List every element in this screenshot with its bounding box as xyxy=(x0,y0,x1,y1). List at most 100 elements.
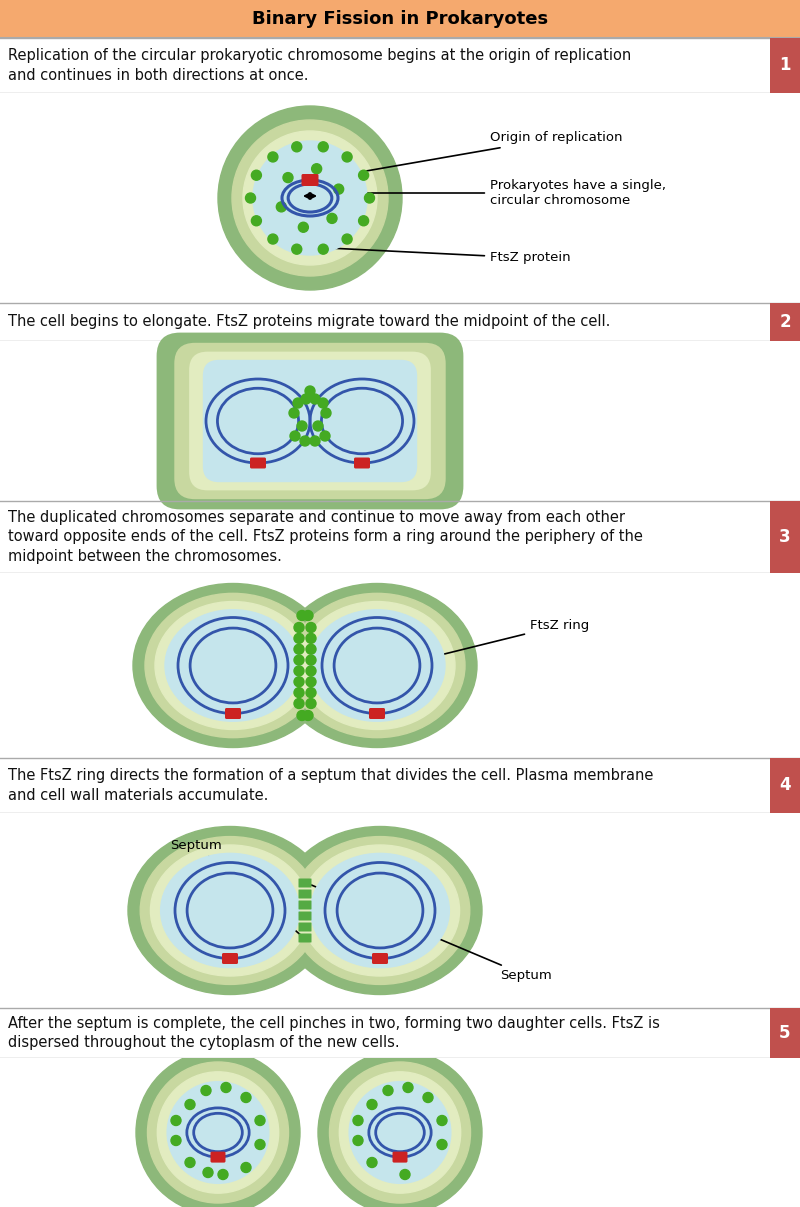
Circle shape xyxy=(294,666,304,676)
FancyBboxPatch shape xyxy=(250,457,266,468)
FancyBboxPatch shape xyxy=(203,360,418,483)
Circle shape xyxy=(294,677,304,687)
Circle shape xyxy=(292,244,302,255)
Circle shape xyxy=(306,623,316,632)
Ellipse shape xyxy=(150,845,310,976)
Ellipse shape xyxy=(290,836,470,985)
Ellipse shape xyxy=(310,853,450,968)
Text: 5: 5 xyxy=(779,1024,790,1042)
Circle shape xyxy=(241,1162,251,1172)
Circle shape xyxy=(255,1115,265,1125)
Circle shape xyxy=(203,1167,213,1178)
Circle shape xyxy=(310,436,320,447)
Circle shape xyxy=(283,173,293,182)
Circle shape xyxy=(241,1092,251,1102)
Circle shape xyxy=(171,1115,181,1125)
Ellipse shape xyxy=(165,610,301,722)
Circle shape xyxy=(330,1062,470,1203)
Circle shape xyxy=(306,699,316,709)
Circle shape xyxy=(147,1062,289,1203)
Text: 4: 4 xyxy=(779,776,791,794)
Ellipse shape xyxy=(218,106,402,290)
Circle shape xyxy=(298,222,308,232)
Circle shape xyxy=(294,645,304,654)
Text: 2: 2 xyxy=(779,313,791,331)
Text: FtsZ ring: FtsZ ring xyxy=(320,619,590,684)
Text: Prokaryotes have a single,
circular chromosome: Prokaryotes have a single, circular chro… xyxy=(334,179,666,206)
Ellipse shape xyxy=(128,827,332,995)
Ellipse shape xyxy=(232,119,388,276)
Ellipse shape xyxy=(301,845,459,976)
Bar xyxy=(770,501,800,573)
Circle shape xyxy=(305,386,315,396)
Text: After the septum is complete, the cell pinches in two, forming two daughter cell: After the septum is complete, the cell p… xyxy=(8,1015,660,1050)
Text: Binary Fission in Prokaryotes: Binary Fission in Prokaryotes xyxy=(252,10,548,28)
Circle shape xyxy=(349,1081,451,1183)
Circle shape xyxy=(221,1083,231,1092)
FancyBboxPatch shape xyxy=(157,333,463,509)
Ellipse shape xyxy=(161,853,299,968)
Circle shape xyxy=(339,1072,461,1194)
Circle shape xyxy=(185,1158,195,1167)
Text: The cell begins to elongate. FtsZ proteins migrate toward the midpoint of the ce: The cell begins to elongate. FtsZ protei… xyxy=(8,315,610,330)
Circle shape xyxy=(318,141,328,152)
Bar xyxy=(770,37,800,93)
Bar xyxy=(770,758,800,814)
Circle shape xyxy=(294,699,304,709)
Circle shape xyxy=(292,141,302,152)
Ellipse shape xyxy=(145,594,321,737)
FancyBboxPatch shape xyxy=(189,351,431,490)
FancyBboxPatch shape xyxy=(354,457,370,468)
FancyBboxPatch shape xyxy=(174,343,446,500)
Circle shape xyxy=(313,421,323,431)
Circle shape xyxy=(294,623,304,632)
Circle shape xyxy=(303,711,313,721)
Circle shape xyxy=(276,202,286,212)
Bar xyxy=(770,1008,800,1059)
Text: Origin of replication: Origin of replication xyxy=(322,132,622,179)
Text: 3: 3 xyxy=(779,527,791,546)
Circle shape xyxy=(246,193,255,203)
Circle shape xyxy=(171,1136,181,1145)
Circle shape xyxy=(289,408,299,418)
FancyBboxPatch shape xyxy=(369,709,385,719)
Ellipse shape xyxy=(133,583,333,747)
FancyBboxPatch shape xyxy=(298,911,311,921)
Ellipse shape xyxy=(140,836,320,985)
Text: 1: 1 xyxy=(779,57,790,75)
Circle shape xyxy=(312,164,322,174)
Circle shape xyxy=(303,611,313,620)
Ellipse shape xyxy=(277,583,477,747)
Circle shape xyxy=(251,216,262,226)
Circle shape xyxy=(321,408,331,418)
Circle shape xyxy=(318,244,328,255)
Circle shape xyxy=(297,611,307,620)
Circle shape xyxy=(185,1100,195,1109)
Ellipse shape xyxy=(278,827,482,995)
Text: Septum: Septum xyxy=(170,839,301,935)
Circle shape xyxy=(255,1139,265,1149)
FancyBboxPatch shape xyxy=(298,922,311,932)
Circle shape xyxy=(293,398,303,408)
Circle shape xyxy=(290,431,300,441)
FancyBboxPatch shape xyxy=(393,1151,407,1162)
Circle shape xyxy=(306,645,316,654)
Circle shape xyxy=(158,1072,278,1194)
Circle shape xyxy=(294,688,304,698)
Circle shape xyxy=(403,1083,413,1092)
Circle shape xyxy=(320,431,330,441)
Circle shape xyxy=(268,234,278,244)
Ellipse shape xyxy=(155,601,311,729)
Ellipse shape xyxy=(309,610,445,722)
Circle shape xyxy=(334,185,344,194)
Circle shape xyxy=(300,436,310,447)
FancyBboxPatch shape xyxy=(298,933,311,943)
Text: The duplicated chromosomes separate and continue to move away from each other
to: The duplicated chromosomes separate and … xyxy=(8,509,643,565)
Circle shape xyxy=(318,398,328,408)
Circle shape xyxy=(342,234,352,244)
Circle shape xyxy=(294,655,304,665)
FancyBboxPatch shape xyxy=(225,709,241,719)
Circle shape xyxy=(400,1170,410,1179)
Ellipse shape xyxy=(299,601,455,729)
Circle shape xyxy=(218,1170,228,1179)
